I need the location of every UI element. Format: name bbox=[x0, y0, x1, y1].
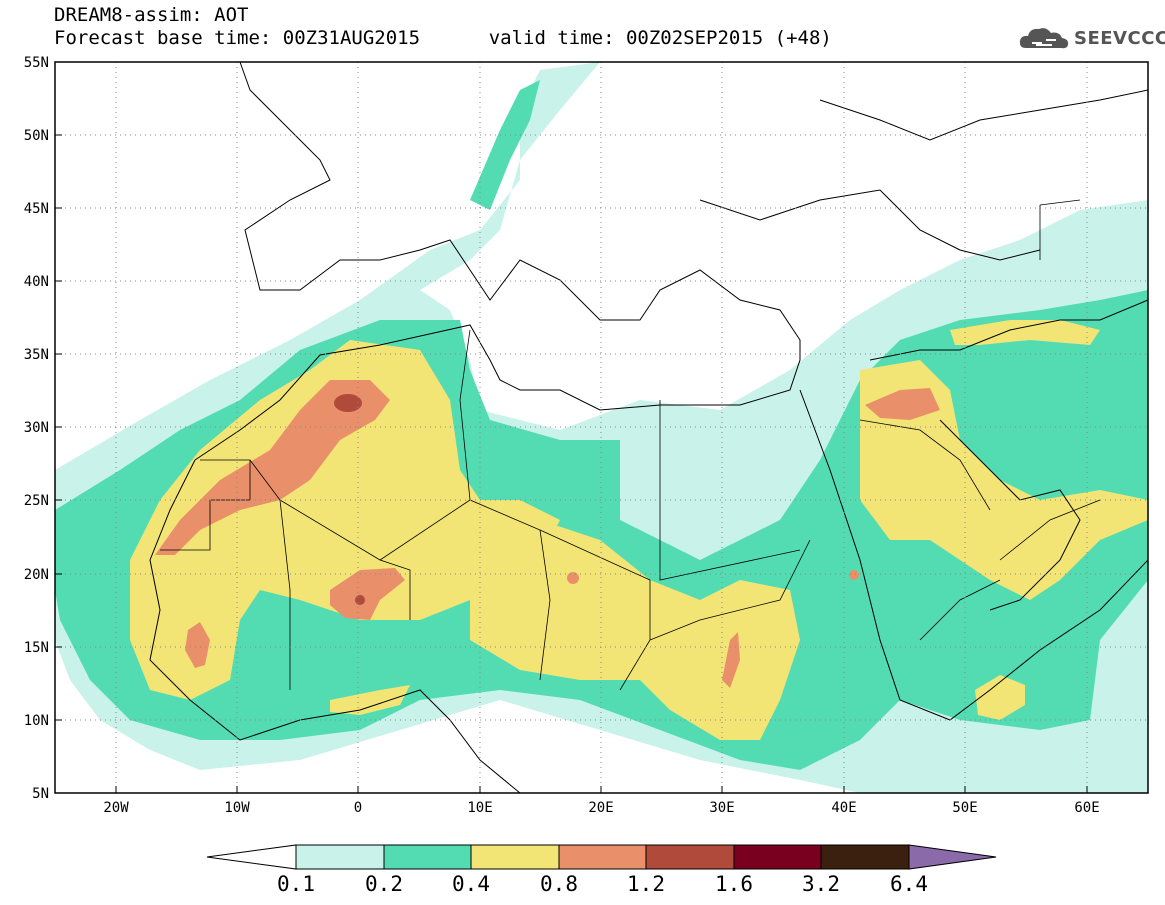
lat-label: 15N bbox=[24, 640, 49, 656]
lon-label: 40E bbox=[831, 800, 856, 816]
aot-band-0.8-iraq bbox=[865, 388, 940, 420]
colorbar-label: 0.2 bbox=[365, 872, 403, 896]
colorbar-swatch bbox=[470, 844, 560, 870]
colorbar-right-arrow bbox=[908, 844, 997, 870]
logo-text: SEEVCCC bbox=[1074, 27, 1165, 49]
lat-label: 40N bbox=[24, 274, 49, 290]
aot-band-0.2-north bbox=[470, 80, 540, 210]
cloud-icon bbox=[1019, 28, 1069, 49]
lat-label: 45N bbox=[24, 201, 49, 217]
lat-label: 50N bbox=[24, 128, 49, 144]
colorbar-swatch bbox=[820, 844, 910, 870]
colorbar-swatch bbox=[383, 844, 472, 870]
lat-label: 55N bbox=[24, 55, 49, 71]
tick-marks bbox=[55, 134, 1088, 793]
lon-label: 10W bbox=[224, 800, 250, 816]
colorbar-swatch bbox=[558, 844, 647, 870]
title-line-1: DREAM8-assim: AOT bbox=[54, 4, 249, 26]
colorbar-left-arrow bbox=[206, 844, 297, 870]
lon-label: 30E bbox=[709, 800, 734, 816]
aot-band-0.4-central bbox=[470, 520, 800, 740]
lat-label: 20N bbox=[24, 567, 49, 583]
colorbar: 0.1 0.2 0.4 0.8 1.2 1.6 3.2 6.4 bbox=[206, 844, 997, 896]
grid-lines bbox=[55, 62, 1148, 793]
aot-band-0.8-chad bbox=[567, 572, 579, 584]
colorbar-swatch bbox=[295, 844, 385, 870]
colorbar-label: 1.2 bbox=[627, 872, 665, 896]
chart-title: DREAM8-assim: AOT Forecast base time: 00… bbox=[54, 4, 832, 50]
base-time-label: Forecast base time: 00Z31AUG2015 bbox=[54, 27, 421, 49]
aot-band-0.8-sudan bbox=[722, 632, 740, 688]
colorbar-label: 1.6 bbox=[715, 872, 753, 896]
aot-band-0.4-somalia bbox=[975, 675, 1025, 720]
colorbar-label: 0.4 bbox=[452, 872, 490, 896]
lon-label: 60E bbox=[1074, 800, 1099, 816]
lat-label: 25N bbox=[24, 493, 49, 509]
aot-band-0.8-senegal bbox=[185, 622, 210, 668]
aot-band-0.4-east bbox=[860, 360, 1148, 600]
lat-label: 35N bbox=[24, 347, 49, 363]
lon-label: 10E bbox=[467, 800, 492, 816]
aot-band-0.8-mali bbox=[330, 568, 405, 620]
aot-band-0.4-gulf bbox=[330, 685, 410, 715]
colorbar-label: 3.2 bbox=[802, 872, 840, 896]
aot-band-1.2-mali bbox=[355, 595, 365, 605]
aot-band-1.2-algeria bbox=[334, 394, 362, 412]
lon-label: 20E bbox=[588, 800, 613, 816]
lon-label: 20W bbox=[103, 800, 129, 816]
seevccc-logo: SEEVCCC bbox=[1018, 24, 1165, 52]
colorbar-swatch bbox=[645, 844, 735, 870]
lat-label: 5N bbox=[32, 786, 49, 802]
lon-label: 50E bbox=[952, 800, 977, 816]
aot-band-0.8-sahara bbox=[155, 380, 390, 555]
aot-band-0.4-west bbox=[130, 340, 560, 700]
colorbar-label: 6.4 bbox=[890, 872, 928, 896]
lat-label: 30N bbox=[24, 420, 49, 436]
aot-field bbox=[55, 62, 1148, 793]
lat-labels: 5N 10N 15N 20N 25N 30N 35N 40N 45N 50N 5… bbox=[24, 55, 49, 802]
colorbar-label: 0.1 bbox=[277, 872, 315, 896]
lon-labels: 20W 10W 0 10E 20E 30E 40E 50E 60E bbox=[103, 800, 1099, 816]
colorbar-swatch bbox=[733, 844, 822, 870]
colorbar-label: 0.8 bbox=[540, 872, 578, 896]
lon-label: 0 bbox=[354, 800, 362, 816]
aot-band-0.8-eritrea bbox=[849, 570, 859, 580]
valid-time-label: valid time: 00Z02SEP2015 (+48) bbox=[488, 27, 832, 49]
lat-label: 10N bbox=[24, 713, 49, 729]
country-borders bbox=[160, 199, 1101, 691]
